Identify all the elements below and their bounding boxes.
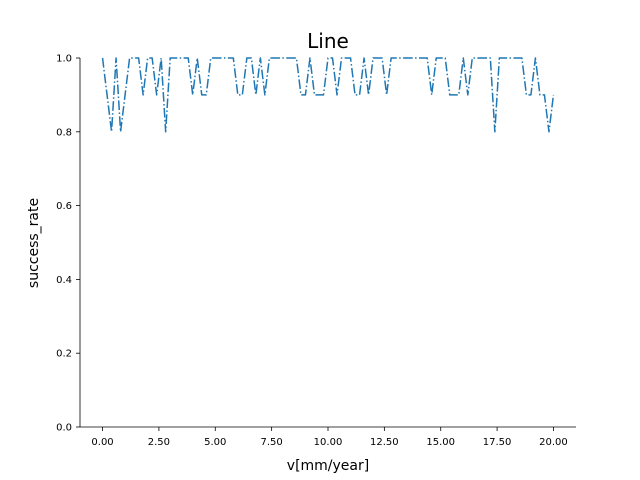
x-tick-label: 17.50 [483,437,512,448]
x-tick-label: 5.00 [204,437,226,448]
y-tick-label: 0.6 [56,201,72,212]
series-line-0 [101,57,555,133]
y-axis-label: success_rate [26,198,42,288]
y-tick-label: 0.8 [56,127,72,138]
x-tick-label: 10.00 [314,437,343,448]
y-tick-label: 0.4 [56,275,72,286]
x-tick-label: 2.50 [148,437,170,448]
x-tick-label: 7.50 [261,437,283,448]
y-tick-label: 1.0 [56,54,72,65]
x-axis-label: v[mm/year] [287,458,369,474]
x-tick-label: 0.00 [91,437,113,448]
x-tick-label: 12.50 [370,437,399,448]
x-tick-label: 15.00 [426,437,455,448]
y-tick-label: 0.2 [56,349,72,360]
y-tick-label: 0.0 [56,423,72,434]
plot-area: 0.00 2.50 5.00 7.50 10.00 12.50 15.00 17.50 20.0… [56,54,576,448]
chart-title: Line [307,29,349,53]
x-tick-label: 20.00 [539,437,568,448]
